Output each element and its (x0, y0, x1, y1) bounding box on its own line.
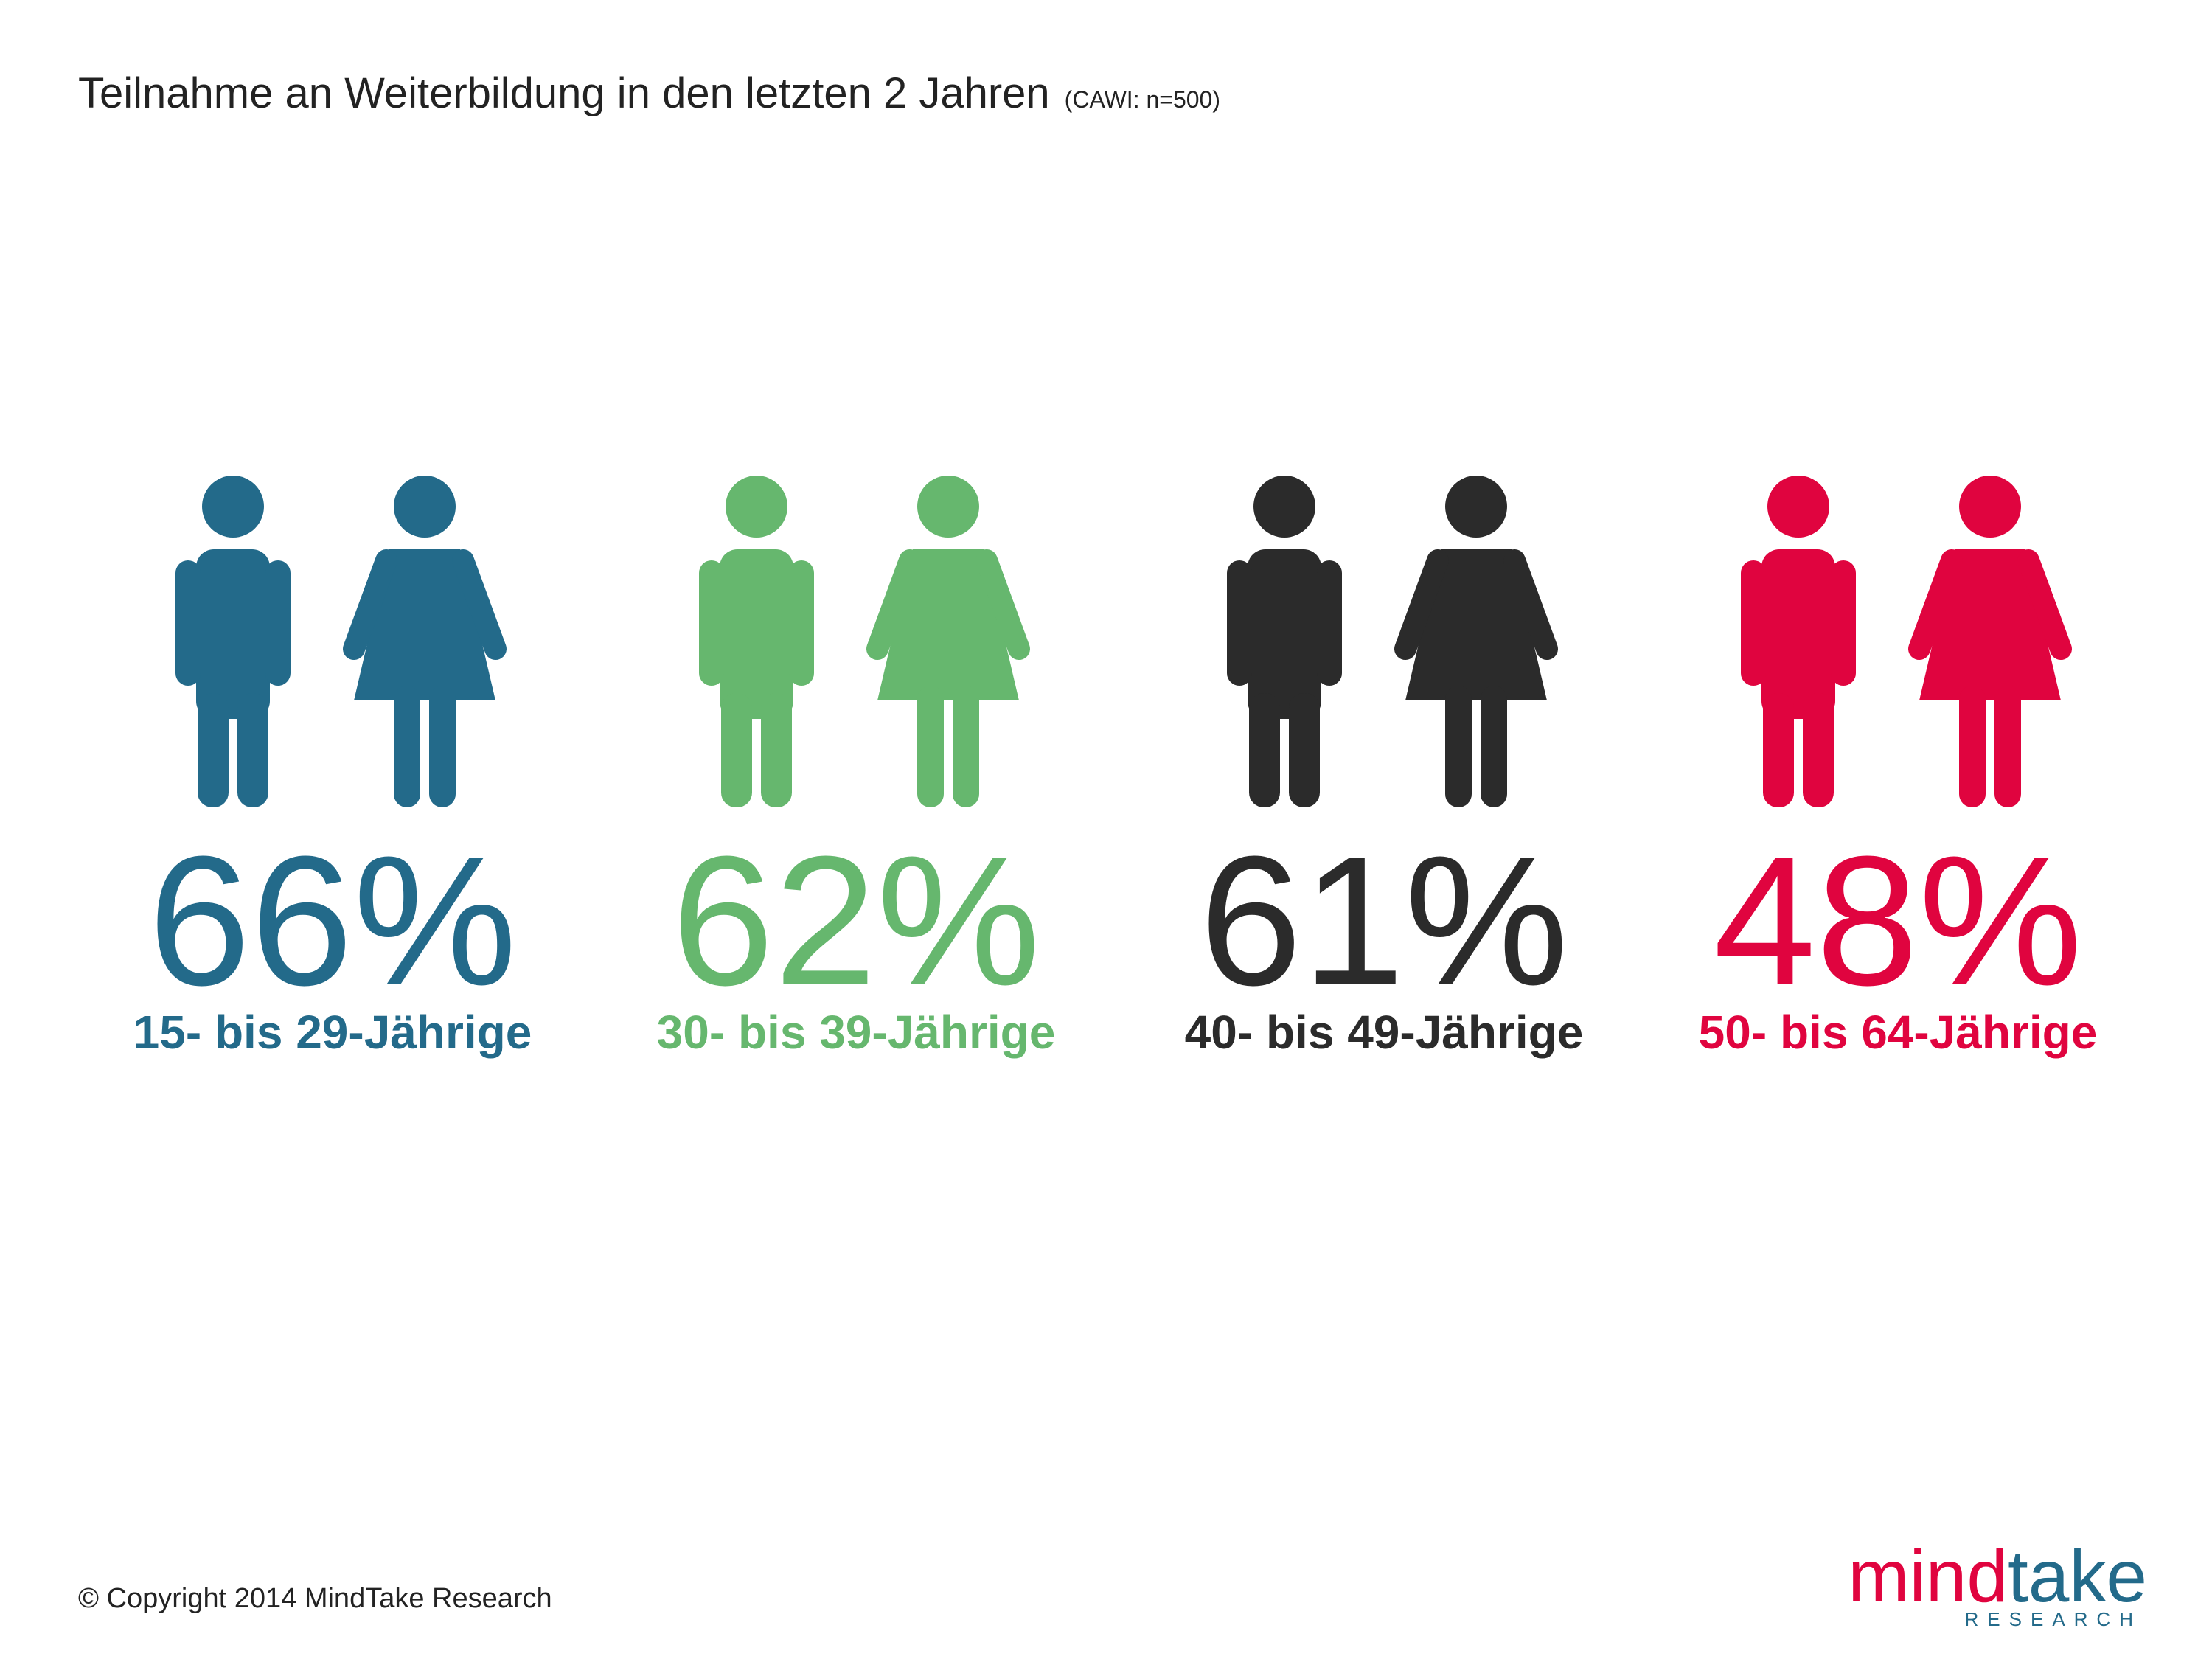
arm (1394, 549, 1449, 660)
head (1959, 476, 2021, 538)
arm (1908, 549, 1963, 660)
leg (429, 686, 456, 807)
arm (343, 549, 397, 660)
woman-figure (866, 476, 1030, 807)
arm (866, 549, 921, 660)
category-label: 40- bis 49-Jährige (1185, 1006, 1584, 1059)
category-label: 15- bis 29-Jährige (133, 1006, 532, 1059)
leg (1763, 693, 1794, 807)
arm (1317, 560, 1342, 686)
head (1253, 476, 1315, 538)
logo-part: take (2008, 1535, 2147, 1618)
dress (1919, 549, 2061, 700)
man-figure (1227, 476, 1342, 807)
chart-subtitle: (CAWI: n=500) (1065, 86, 1220, 113)
woman-figure (1394, 476, 1558, 807)
head (917, 476, 979, 538)
leg (198, 693, 229, 807)
leg (1959, 686, 1986, 807)
leg (761, 693, 792, 807)
man-figure (175, 476, 291, 807)
dress (1405, 549, 1547, 700)
value-label: 62% (672, 818, 1040, 1023)
logo-sub: RESEARCH (1965, 1608, 2142, 1630)
category-label: 50- bis 64-Jährige (1699, 1006, 2098, 1059)
value-label: 66% (148, 818, 517, 1023)
dress (877, 549, 1019, 700)
head (202, 476, 264, 538)
dress (354, 549, 495, 700)
leg (1803, 693, 1834, 807)
arm (1831, 560, 1856, 686)
chart-title: Teilnahme an Weiterbildung in den letzte… (78, 69, 1050, 117)
logo: mindtake (1848, 1535, 2147, 1618)
arm (699, 560, 724, 686)
leg (917, 686, 944, 807)
woman-figure (1908, 476, 2072, 807)
leg (721, 693, 752, 807)
man-figure (699, 476, 814, 807)
torso (720, 549, 793, 719)
torso (1248, 549, 1321, 719)
value-label: 61% (1200, 818, 1568, 1023)
category-label: 30- bis 39-Jährige (657, 1006, 1056, 1059)
arm (2017, 549, 2072, 660)
logo-part: mind (1848, 1535, 2008, 1618)
arm (265, 560, 291, 686)
value-label: 48% (1714, 818, 2082, 1023)
head (394, 476, 456, 538)
arm (175, 560, 201, 686)
man-figure (1741, 476, 1856, 807)
arm (452, 549, 507, 660)
leg (1249, 693, 1280, 807)
head (1445, 476, 1507, 538)
leg (953, 686, 979, 807)
leg (394, 686, 420, 807)
woman-figure (343, 476, 507, 807)
arm (1503, 549, 1558, 660)
arm (789, 560, 814, 686)
copyright: © Copyright 2014 MindTake Research (78, 1583, 552, 1614)
leg (237, 693, 268, 807)
torso (196, 549, 270, 719)
arm (1741, 560, 1766, 686)
arm (975, 549, 1030, 660)
leg (1481, 686, 1507, 807)
torso (1761, 549, 1835, 719)
leg (1445, 686, 1472, 807)
leg (1289, 693, 1320, 807)
head (726, 476, 787, 538)
arm (1227, 560, 1252, 686)
head (1767, 476, 1829, 538)
leg (1994, 686, 2021, 807)
